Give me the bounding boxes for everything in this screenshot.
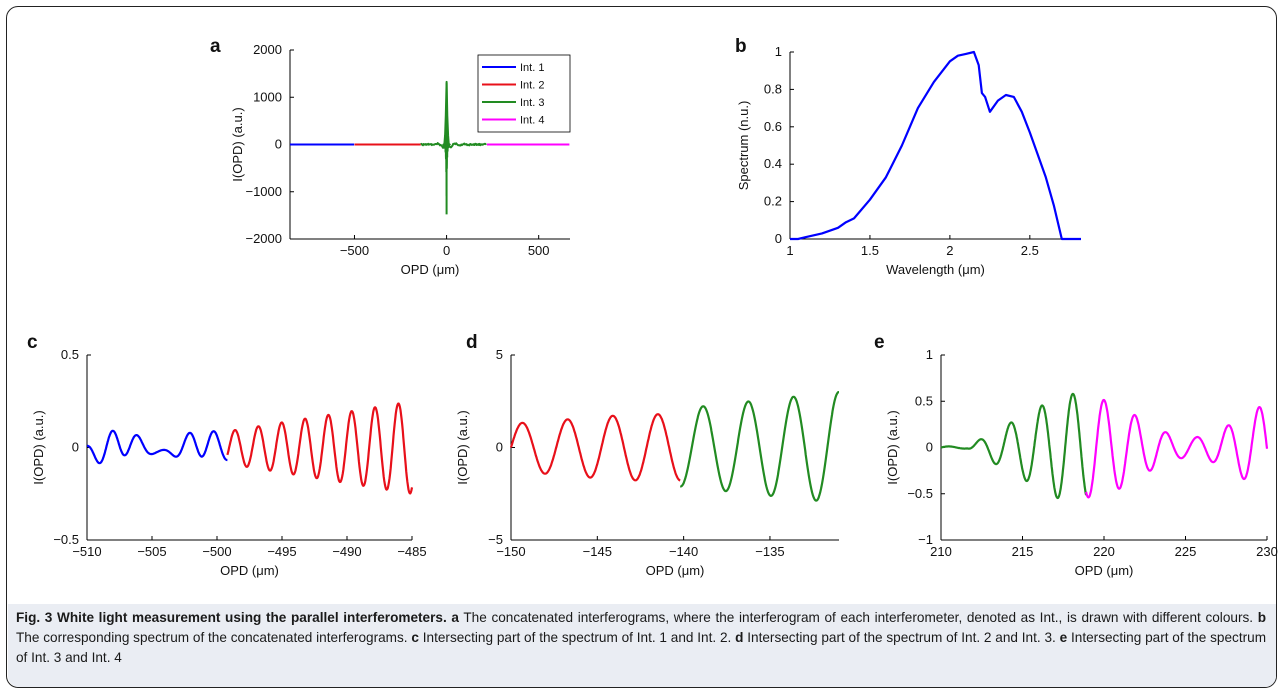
panel-a-axes: −500 0 500 −2000 −1000 0 1000 2000 OPD (μm) I(OPD… xyxy=(210,36,570,277)
panel-c-x-tick-label: −500 xyxy=(202,544,231,559)
panel-c-series-2-line xyxy=(226,402,414,495)
caption-fig-label: Fig. 3 xyxy=(16,610,53,625)
panel-b-y-tick-label: 0.8 xyxy=(764,81,782,96)
panel-e-x-tick-label: 215 xyxy=(1012,544,1034,559)
caption-background xyxy=(8,604,1276,687)
caption-part-e-label: e xyxy=(1059,630,1068,645)
panel-b-y-tick-label: 0.4 xyxy=(764,156,782,171)
panel-c-x-tick-label: −505 xyxy=(137,544,166,559)
panel-e-letter: e xyxy=(874,332,885,353)
panel-e-x-tick-label: 225 xyxy=(1175,544,1197,559)
figure-frame xyxy=(6,6,1277,688)
caption-part-e-text: Intersecting part of the spectrum of Int… xyxy=(16,630,1267,665)
caption-part-d-text: Intersecting part of the spectrum of Int… xyxy=(747,630,1056,645)
panel-d-x-axis-label: OPD (μm) xyxy=(646,563,705,578)
panel-c-y-tick-label: 0.5 xyxy=(61,347,79,362)
panel-d-letter: d xyxy=(466,332,478,353)
caption-part-c-label: c xyxy=(411,630,419,645)
panel-a-y-tick-label: 2000 xyxy=(253,42,282,57)
panel-b-y-tick-label: 0 xyxy=(775,231,782,246)
panel-a-letter: a xyxy=(210,36,221,57)
panel-a-y-tick-label: −2000 xyxy=(245,231,282,246)
panel-d-y-tick-label: 0 xyxy=(496,440,503,455)
panel-e-y-tick-label: 1 xyxy=(926,347,933,362)
panel-a-legend-label-3: Int. 3 xyxy=(520,97,544,109)
panel-a-legend-label-2: Int. 2 xyxy=(520,80,544,92)
panel-a-y-tick-label: 1000 xyxy=(253,89,282,104)
panel-a-legend: Int. 1 Int. 2 Int. 3 Int. 4 xyxy=(477,54,571,133)
panel-d-x-tick-label: −150 xyxy=(496,544,525,559)
panel-c-letter: c xyxy=(27,332,38,353)
panel-d-series-1-line xyxy=(509,413,681,482)
panel-e-plot-area xyxy=(941,355,1267,540)
panel-e-series-2-line xyxy=(1085,398,1269,499)
panel-c-x-axis-label: OPD (μm) xyxy=(220,563,279,578)
panel-a-series-3-line xyxy=(420,80,487,149)
panel-d-plot-area xyxy=(511,355,839,540)
panel-c-y-tick-label: −0.5 xyxy=(53,532,79,547)
panel-e-y-tick-label: −1 xyxy=(918,532,933,547)
panel-a-x-tick-label: 500 xyxy=(528,243,550,258)
panel-b-x-tick-label: 2.5 xyxy=(1021,243,1039,258)
panel-b-axes: 1 1.5 2 2.5 0 0.2 0.4 0.6 0.8 1 Wavelength (μm) Spe… xyxy=(735,36,1081,277)
caption-part-c-text: Intersecting part of the spectrum of Int… xyxy=(422,630,732,645)
panel-a-x-tick-label: −500 xyxy=(340,243,369,258)
panel-e-y-axis-label: I(OPD) (a.u.) xyxy=(885,410,900,484)
panel-a-y-tick-label: −1000 xyxy=(245,184,282,199)
panel-d-y-tick-label: 5 xyxy=(496,347,503,362)
panel-c-x-tick-label: −495 xyxy=(267,544,296,559)
panel-c-plot-area xyxy=(87,355,412,540)
panel-d-x-tick-label: −145 xyxy=(583,544,612,559)
panel-a-y-axis-label: I(OPD) (a.u.) xyxy=(230,107,245,181)
panel-b-x-axis-label: Wavelength (μm) xyxy=(886,262,985,277)
panel-b-y-tick-label: 0.6 xyxy=(764,119,782,134)
panel-d-series-2-line xyxy=(679,391,840,502)
panel-d-x-tick-label: −140 xyxy=(669,544,698,559)
panel-e-y-tick-label: 0.5 xyxy=(915,393,933,408)
panel-c-series-1-line xyxy=(86,429,229,465)
panel-a-legend-label-4: Int. 4 xyxy=(520,115,544,127)
caption-part-b-text: The corresponding spectrum of the concat… xyxy=(16,630,408,645)
panel-d-x-tick-label: −135 xyxy=(755,544,784,559)
figure-caption: Fig. 3 White light measurement using the… xyxy=(16,608,1266,668)
panel-b-y-tick-label: 1 xyxy=(775,44,782,59)
panel-c-y-tick-label: 0 xyxy=(72,440,79,455)
caption-part-b-label: b xyxy=(1257,610,1267,625)
panel-c-x-tick-label: −510 xyxy=(72,544,101,559)
panel-b-spectrum-line xyxy=(790,50,1081,241)
panel-b-x-tick-label: 1 xyxy=(786,243,793,258)
caption-part-a-label: a xyxy=(451,610,459,625)
panel-c-x-tick-label: −485 xyxy=(397,544,426,559)
panel-a-x-tick-label: 0 xyxy=(443,243,450,258)
caption-part-d-label: d xyxy=(735,630,744,645)
panel-e-y-tick-label: −0.5 xyxy=(907,486,933,501)
panel-e-x-axis-label: OPD (μm) xyxy=(1075,563,1134,578)
panel-c-x-tick-label: −490 xyxy=(332,544,361,559)
panel-b-y-axis-label: Spectrum (n.u.) xyxy=(736,101,751,191)
panel-e-series-1-line xyxy=(940,392,1088,500)
panel-a-y-tick-label: 0 xyxy=(275,137,282,152)
panel-a-x-axis-label: OPD (μm) xyxy=(401,262,460,277)
panel-e-x-tick-label: 220 xyxy=(1093,544,1115,559)
panel-e-x-tick-label: 210 xyxy=(930,544,952,559)
panel-d-y-tick-label: −5 xyxy=(488,532,503,547)
panel-a-legend-label-1: Int. 1 xyxy=(520,62,544,74)
panel-b-letter: b xyxy=(735,36,747,57)
panel-c-axes: −510 −505 −500 −495 −490 −485 −0.5 0 0.5 OPD (μm)… xyxy=(27,332,427,578)
panel-b-x-tick-label: 1.5 xyxy=(861,243,879,258)
panel-b-y-tick-label: 0.2 xyxy=(764,194,782,209)
panel-b-x-tick-label: 2 xyxy=(946,243,953,258)
caption-title: White light measurement using the parall… xyxy=(57,610,447,625)
panel-d-y-axis-label: I(OPD) (a.u.) xyxy=(455,410,470,484)
panel-e-x-tick-label: 230 xyxy=(1256,544,1278,559)
panel-c-y-axis-label: I(OPD) (a.u.) xyxy=(31,410,46,484)
panel-e-y-tick-label: 0 xyxy=(926,440,933,455)
caption-part-a-text: The concatenated interferograms, where t… xyxy=(463,610,1254,625)
